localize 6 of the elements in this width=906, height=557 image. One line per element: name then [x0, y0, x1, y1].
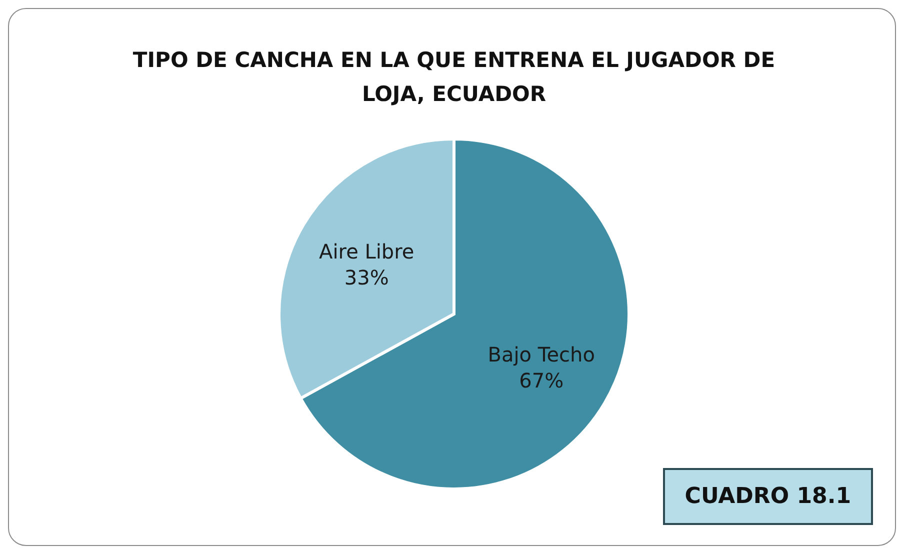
data-label: 67% — [519, 368, 564, 393]
data-label: 33% — [344, 265, 389, 290]
text: CUADRO 18.1 — [662, 468, 873, 525]
chart-title: TIPO DE CANCHA EN LA QUE ENTRENA EL JUGADOR DE LOJA, ECUADOR — [132, 47, 776, 108]
slice-label: Bajo Techo — [488, 342, 595, 367]
slice-label: Aire Libre — [319, 239, 414, 264]
